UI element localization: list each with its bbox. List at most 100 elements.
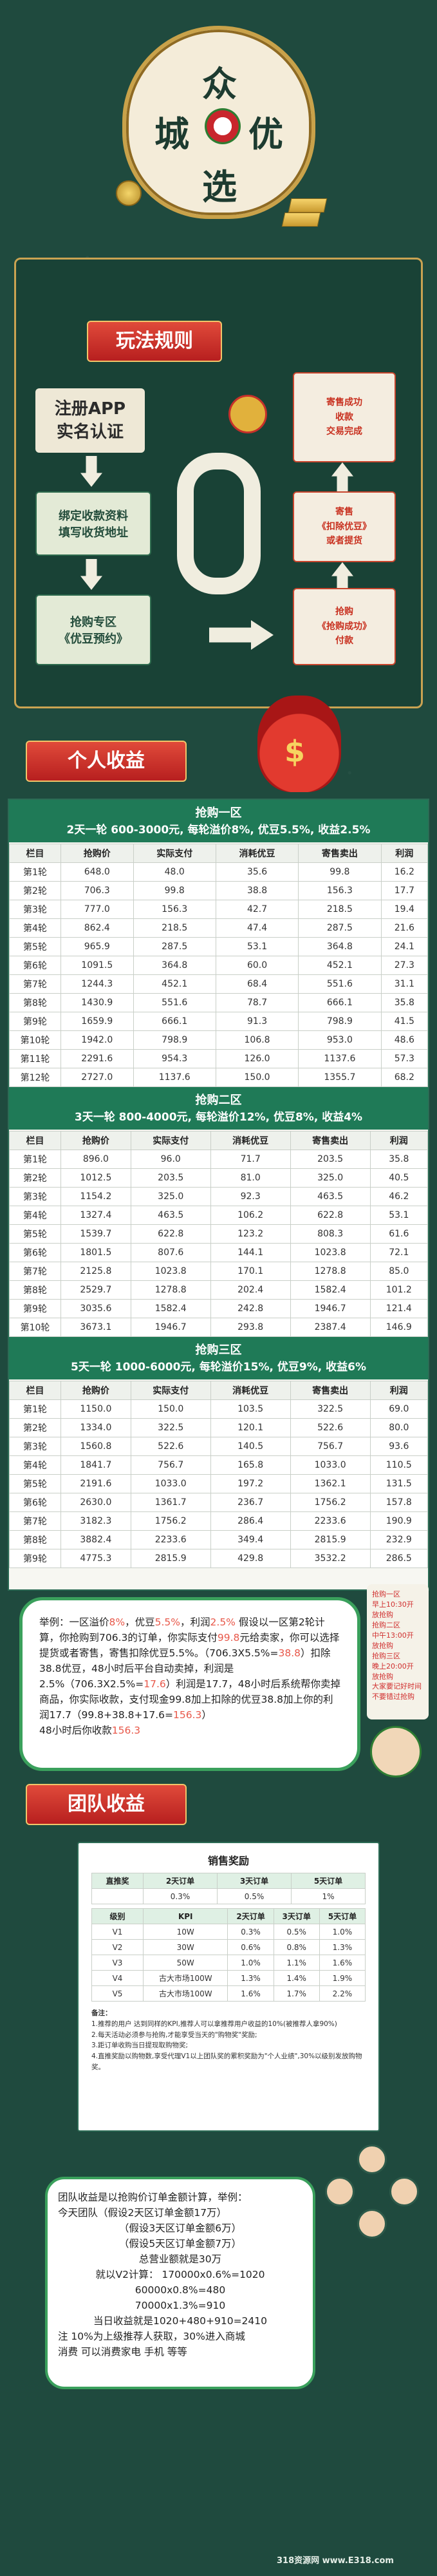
step-pay: 抢购 《抢购成功》 付款 [293, 588, 396, 665]
tier-name: 抢购一区 [195, 806, 242, 820]
step-grab: 抢购专区 《优豆预约》 [35, 594, 151, 665]
table-cell: 3673.1 [60, 1318, 131, 1337]
table-header: 栏目 [9, 1381, 61, 1400]
table-cell: 96.0 [130, 1150, 211, 1169]
table-cell: 68.4 [215, 974, 299, 994]
coin-icon [116, 180, 142, 206]
table-cell: 1355.7 [298, 1068, 382, 1087]
table-cell: 42.7 [215, 900, 299, 919]
table-cell: 287.5 [298, 918, 382, 938]
table-cell: 81.0 [210, 1168, 291, 1188]
table-cell: 第2轮 [9, 1418, 61, 1437]
table-header: 寄售卖出 [290, 1131, 371, 1150]
table-row: 第3轮 1560.8 522.6 140.5 756.7 93.6 [9, 1437, 429, 1456]
table-cell: 232.9 [369, 1530, 429, 1549]
table-cell: 756.7 [130, 1455, 211, 1475]
table-cell: 157.8 [369, 1493, 429, 1512]
example-highlight: 156.3 [173, 1709, 202, 1721]
table-cell: V1 [91, 1924, 144, 1940]
table-cell: 第9轮 [9, 1549, 61, 1568]
table-cell: 第10轮 [9, 1030, 61, 1050]
logo-char-2: 城 [154, 113, 189, 155]
table-cell: 1942.0 [60, 1030, 134, 1050]
table-cell: 322.5 [290, 1399, 371, 1419]
step-consign-done: 寄售成功 收款 交易完成 [293, 372, 396, 462]
table-cell: 53.1 [369, 1206, 429, 1225]
table-cell: 35.8 [380, 993, 429, 1012]
table-cell: 61.6 [369, 1224, 429, 1244]
table-header: 抢购价 [60, 1131, 131, 1150]
table-cell: 325.0 [130, 1187, 211, 1206]
rules-panel: 玩法规则 注册APP 实名认证 绑定收款资料 填写收货地址 抢购专区 《优豆预约… [14, 258, 423, 708]
income-tier: 抢购一区 2天一轮 600-3000元, 每轮溢价8%, 优豆5.5%, 收益2.… [9, 800, 429, 1087]
tier-desc: 3天一轮 800-4000元, 每轮溢价12%, 优豆8%, 收益4% [74, 1111, 363, 1124]
example-text: 元给卖家，你可以选择提货或者寄售，寄售扣除优豆5.5%。（706.3X5.5%= [39, 1632, 340, 1660]
table-cell: 16.2 [380, 862, 429, 882]
table-cell: 2.2% [319, 1985, 366, 2002]
table-cell: 1582.4 [290, 1280, 371, 1300]
watermark-footer: 318资源网 www.E318.com [277, 2556, 394, 2566]
team-card-title: 销售奖励 [207, 1855, 249, 1867]
table-cell: 1334.0 [60, 1418, 131, 1437]
table-cell: 522.6 [290, 1418, 371, 1437]
table-cell: 10W [142, 1924, 228, 1940]
table-cell: 146.9 [369, 1318, 429, 1337]
table-cell: 286.4 [210, 1511, 291, 1531]
table-cell: 622.8 [290, 1206, 371, 1225]
table-cell: 242.8 [210, 1299, 291, 1318]
table-row: 第1轮 648.0 48.0 35.6 99.8 16.2 [9, 862, 429, 882]
table-row: V4 古大市场100W 1.3% 1.4% 1.9% [91, 1970, 366, 1986]
income-title: 个人收益 [26, 741, 187, 782]
income-table: 栏目 抢购价 实际支付 消耗优豆 寄售卖出 利润 第1轮 648.0 48.0 35.6 99.8 1… [9, 844, 429, 1087]
table-cell: 2233.6 [290, 1511, 371, 1531]
table-cell: 21.6 [380, 918, 429, 938]
table-cell: 1.9% [319, 1970, 366, 1986]
tier-header: 抢购二区 3天一轮 800-4000元, 每轮溢价12%, 优豆8%, 收益4% [9, 1087, 428, 1131]
table-cell: 91.3 [215, 1012, 299, 1031]
step-consign-label: 寄售 《扣除优豆》 或者提货 [317, 507, 371, 547]
table-cell: 第7轮 [9, 1511, 61, 1531]
table-row: 第8轮 1430.9 551.6 78.7 666.1 35.8 [9, 993, 429, 1012]
table-cell: 110.5 [369, 1455, 429, 1475]
table-cell: 2233.6 [130, 1530, 211, 1549]
table-cell: 第7轮 [9, 974, 61, 994]
table-cell: 131.5 [369, 1474, 429, 1493]
example-highlight: 156.3 [111, 1725, 141, 1737]
income-table: 栏目 抢购价 实际支付 消耗优豆 寄售卖出 利润 第1轮 896.0 96.0 71.7 203.5… [9, 1131, 429, 1337]
table-row: 第7轮 3182.3 1756.2 286.4 2233.6 190.9 [9, 1511, 429, 1531]
table-cell: 121.4 [369, 1299, 429, 1318]
team-note: 1.推荐的用户 达到同样的KPI,推荐人可以拿推荐用户收益的10%(被推荐人拿9… [91, 2020, 337, 2028]
table-cell: 1841.7 [60, 1455, 131, 1475]
calc-line: 70000x1.3%=910 [135, 2300, 226, 2312]
logo-emblem: 众 城 优 选 [122, 26, 315, 219]
table-cell: 165.8 [210, 1455, 291, 1475]
table-cell: 1.7% [273, 1985, 320, 2002]
table-cell: 第5轮 [9, 937, 61, 956]
table-cell: 452.1 [133, 974, 216, 994]
example-text: ） [201, 1709, 212, 1721]
calc-line: 总营业额就是30万 [138, 2253, 222, 2266]
table-row: 第2轮 706.3 99.8 38.8 156.3 17.7 [9, 881, 429, 900]
example-highlight: 99.8 [217, 1632, 240, 1644]
table-cell: 1033.0 [130, 1474, 211, 1493]
table-cell: 522.6 [130, 1437, 211, 1456]
step-consign: 寄售 《扣除优豆》 或者提货 [293, 491, 396, 562]
table-cell: 2529.7 [60, 1280, 131, 1300]
table-cell: 第4轮 [9, 1206, 61, 1225]
table-row: 第9轮 3035.6 1582.4 242.8 1946.7 121.4 [9, 1299, 429, 1318]
table-cell: 1012.5 [60, 1168, 131, 1188]
step-register-label: 注册APP 实名认证 [54, 399, 126, 442]
example-highlight: 17.6 [144, 1678, 166, 1690]
table-cell: 50W [142, 1955, 228, 1971]
calc-line: （假设3天区订单金额6万） [118, 2222, 242, 2235]
step-register: 注册APP 实名认证 [35, 388, 145, 453]
table-cell: 41.5 [380, 1012, 429, 1031]
table-cell: 1023.8 [130, 1262, 211, 1281]
table-row: 第9轮 4775.3 2815.9 429.8 3532.2 286.5 [9, 1549, 429, 1568]
table-cell: 1.0% [227, 1955, 274, 1971]
table-cell: 364.8 [298, 937, 382, 956]
table-cell: 953.0 [298, 1030, 382, 1050]
table-header: 2天订单 [227, 1908, 274, 1924]
example-text: 举例：一区溢价 [39, 1616, 109, 1628]
step-consign-done-label: 寄售成功 收款 交易完成 [326, 397, 362, 437]
